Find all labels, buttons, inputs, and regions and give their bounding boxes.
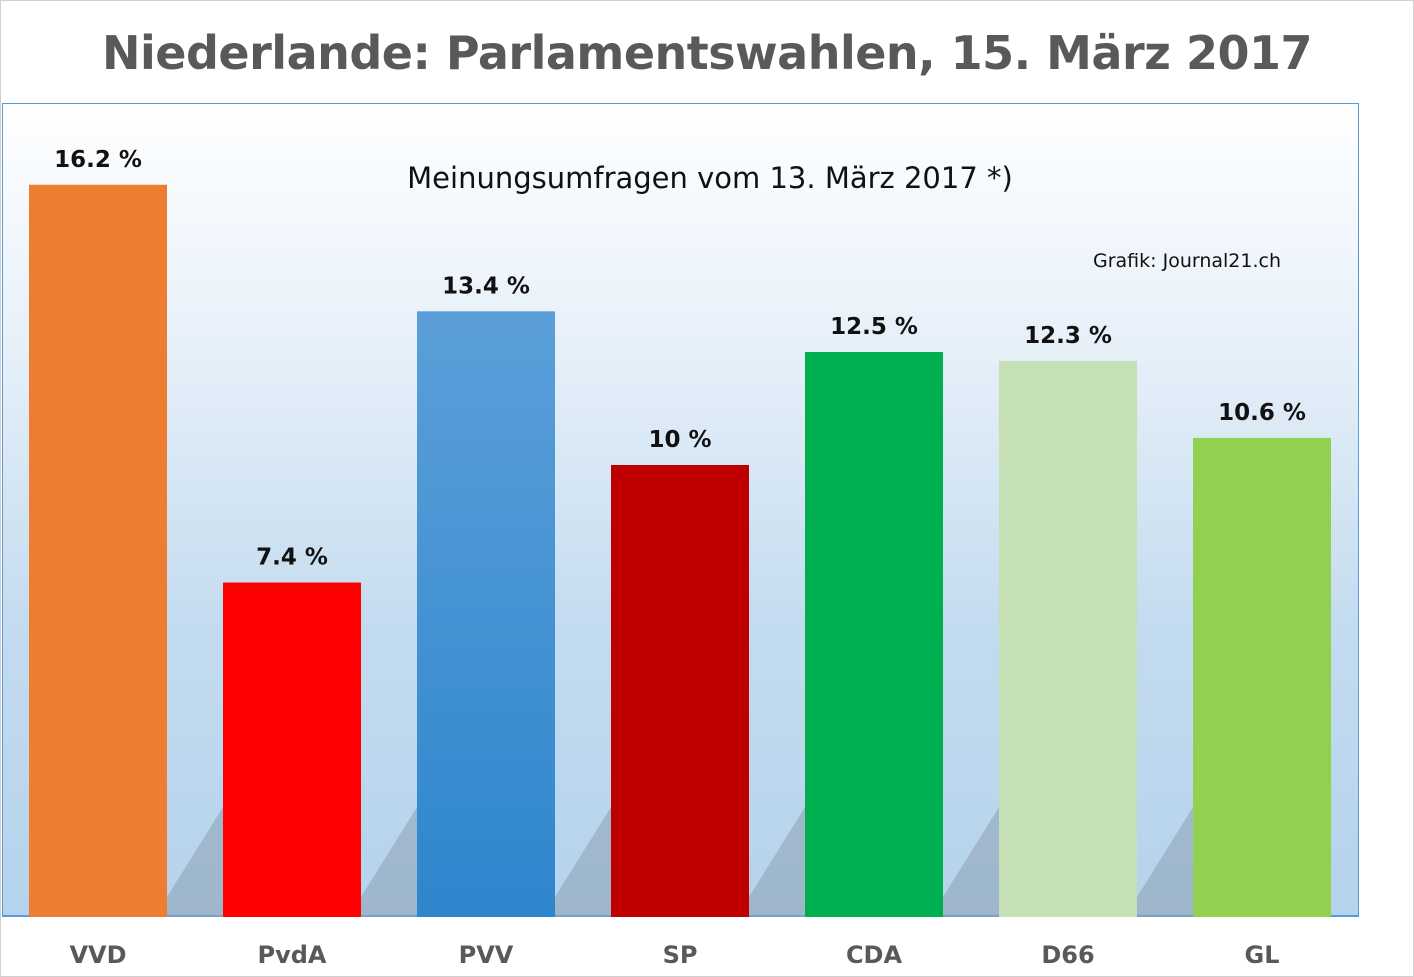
data-label: 10.6 % (1218, 400, 1306, 426)
bar-pvda (223, 582, 361, 917)
shadow-shape (749, 807, 805, 917)
shadow-shape (943, 807, 999, 917)
chart-credit: Grafik: Journal21.ch (1093, 250, 1282, 272)
shadow-shape (361, 807, 417, 917)
bar-cda (805, 352, 943, 917)
chart-subtitle: Meinungsumfragen vom 13. März 2017 *) (407, 161, 1013, 195)
category-label: VVD (69, 941, 126, 969)
data-label: 10 % (648, 427, 711, 453)
background-shadows (167, 807, 1193, 917)
bar-vvd (29, 184, 167, 917)
category-label: D66 (1041, 941, 1094, 969)
category-label: SP (663, 941, 698, 969)
data-label: 16.2 % (54, 147, 142, 173)
category-label: GL (1245, 941, 1280, 969)
shadow-shape (555, 807, 611, 917)
bar-d66 (999, 361, 1137, 917)
shadow-shape (1137, 807, 1193, 917)
category-label: PvdA (258, 941, 327, 969)
bar-sp (611, 465, 749, 917)
data-label: 13.4 % (442, 273, 530, 299)
data-label: 12.5 % (830, 314, 918, 340)
bar-pvv (417, 311, 555, 917)
category-label: PVV (459, 941, 514, 969)
data-label: 7.4 % (256, 545, 328, 571)
category-label: CDA (846, 941, 903, 969)
data-label: 12.3 % (1024, 323, 1112, 349)
chart-title: Niederlande: Parlamentswahlen, 15. März … (102, 26, 1312, 80)
bar-gl (1193, 437, 1331, 917)
shadow-shape (167, 807, 223, 917)
